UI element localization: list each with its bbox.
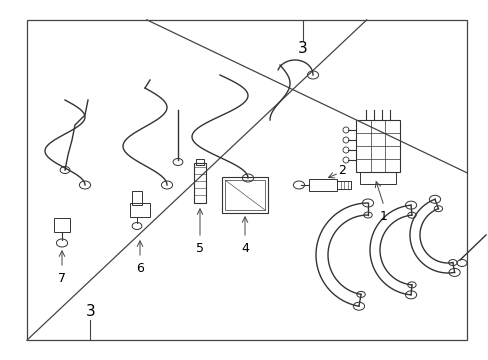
Text: 7: 7 [58,272,66,285]
Text: 1: 1 [379,210,387,223]
Bar [132,191,142,205]
Bar [194,163,205,203]
Bar [54,218,70,232]
Bar [359,172,395,184]
Text: 5: 5 [196,242,203,255]
Bar [355,120,399,172]
Text: 3: 3 [85,304,95,319]
Bar [27,20,466,340]
Bar [308,179,336,191]
Text: 4: 4 [241,242,248,255]
Text: 2: 2 [337,163,345,176]
Bar [336,181,350,189]
Text: 3: 3 [298,41,307,56]
Bar [224,180,264,210]
Bar [196,159,203,165]
Bar [130,203,150,217]
Bar [222,177,267,213]
Text: 6: 6 [136,262,143,275]
